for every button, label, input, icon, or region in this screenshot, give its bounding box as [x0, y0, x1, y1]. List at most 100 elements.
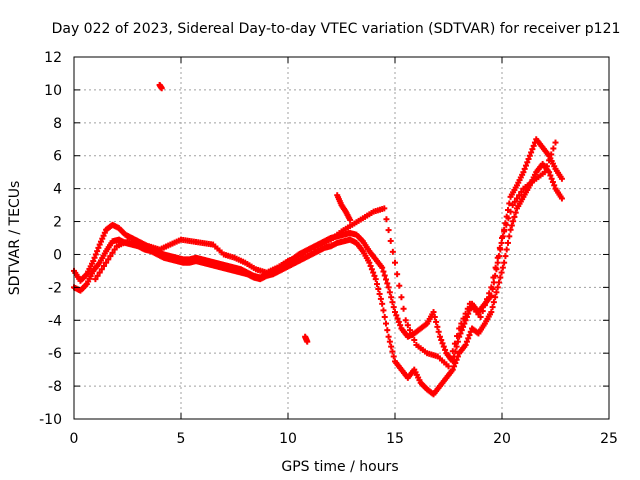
data-point: [548, 175, 555, 182]
data-point: [505, 215, 512, 222]
data-point: [543, 163, 550, 170]
data-point: [100, 262, 107, 269]
data-point: [525, 156, 532, 163]
data-point: [434, 323, 441, 330]
data-point: [398, 294, 405, 301]
data-point: [390, 304, 397, 311]
data-point: [436, 333, 443, 340]
data-point: [98, 266, 105, 273]
data-point: [394, 315, 401, 322]
data-point: [528, 149, 535, 156]
data-point: [409, 332, 416, 339]
data-point: [494, 284, 501, 291]
data-point: [380, 268, 387, 275]
x-tick-label: 5: [177, 431, 186, 447]
data-point: [479, 308, 486, 315]
data-point: [541, 169, 548, 176]
data-point: [304, 338, 311, 345]
data-point: [433, 318, 440, 325]
y-tick-label: -8: [48, 379, 62, 395]
data-point: [549, 179, 556, 186]
data-point: [438, 337, 445, 344]
series-3: [92, 139, 559, 370]
data-point: [456, 325, 463, 332]
data-point: [435, 328, 442, 335]
data-point: [466, 332, 473, 339]
y-tick-label: 0: [53, 247, 62, 263]
data-point: [463, 338, 470, 345]
data-point: [381, 272, 388, 279]
data-point: [508, 222, 515, 229]
data-point: [111, 246, 118, 253]
data-point: [529, 146, 536, 153]
data-point: [392, 309, 398, 316]
data-point: [510, 218, 517, 225]
x-axis-label: GPS time / hours: [281, 459, 398, 475]
data-point: [507, 208, 514, 215]
data-point: [512, 209, 519, 216]
data-point: [388, 343, 395, 350]
data-point: [509, 202, 516, 209]
data-point: [109, 249, 116, 256]
data-point: [506, 200, 513, 207]
data-point: [381, 313, 388, 320]
data-point: [385, 284, 392, 291]
data-point: [551, 182, 558, 189]
data-point: [550, 145, 557, 152]
data-point: [158, 85, 165, 92]
data-point: [501, 228, 508, 235]
data-point: [94, 272, 101, 279]
data-point: [377, 295, 384, 302]
data-point: [451, 340, 458, 347]
data-point: [92, 276, 99, 283]
data-point: [506, 233, 513, 240]
data-point: [490, 299, 497, 306]
data-point: [107, 253, 114, 260]
grid-lines: [74, 57, 609, 419]
data-point: [488, 309, 495, 316]
y-tick-label: 12: [44, 50, 62, 66]
data-point: [411, 337, 418, 344]
data-point: [394, 271, 401, 278]
data-point: [440, 343, 447, 350]
y-axis-label: SDTVAR / TECUs: [7, 181, 23, 296]
data-point: [454, 333, 461, 340]
data-point: [522, 162, 529, 169]
data-point: [389, 299, 396, 306]
data-point: [496, 244, 503, 251]
data-point: [558, 195, 565, 202]
data-point: [498, 269, 505, 276]
y-tick-label: -2: [48, 280, 62, 296]
data-point: [477, 313, 484, 320]
data-point: [486, 290, 493, 297]
data-point: [548, 151, 555, 158]
data-point: [386, 289, 393, 296]
data-point: [458, 320, 465, 327]
x-tick-label: 10: [279, 431, 297, 447]
data-point: [521, 165, 528, 172]
x-tick-labels: 0 5 10 15 20 25: [70, 431, 618, 447]
data-point: [396, 282, 403, 289]
data-point: [366, 259, 373, 266]
data-point: [91, 254, 98, 261]
axis-ticks: [73, 56, 610, 420]
data-point: [492, 294, 499, 301]
data-point: [392, 259, 398, 266]
y-tick-label: 2: [53, 215, 62, 231]
data-point: [502, 253, 509, 260]
data-point: [463, 313, 470, 320]
data-point: [499, 235, 505, 241]
data-point: [92, 251, 99, 258]
data-point: [397, 322, 404, 329]
data-point: [94, 248, 101, 255]
data-point: [490, 274, 497, 281]
data-point: [388, 294, 395, 301]
data-point: [430, 309, 437, 316]
data-point: [518, 188, 525, 195]
data-point: [489, 304, 496, 311]
data-point: [464, 305, 471, 312]
data-point: [96, 269, 103, 276]
data-point: [504, 239, 511, 246]
data-point: [462, 341, 469, 348]
